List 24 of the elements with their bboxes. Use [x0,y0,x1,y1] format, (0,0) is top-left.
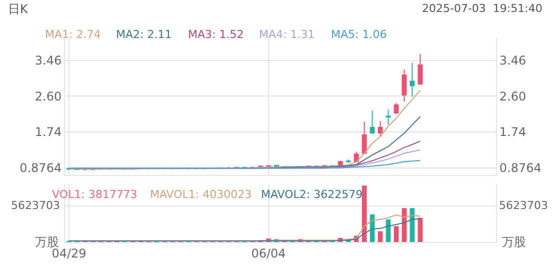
y2-tick-label: 2.60 [499,89,526,104]
y-tick-label: 3.46 [34,54,62,68]
text: MAVOL2: 3622579 [261,188,363,201]
x-tick-label: 04/29 [52,246,86,260]
y-tick-label: 0.8764 [20,161,62,176]
text: MA4: 1.31 [259,28,315,41]
y2-tick-label: 0.8764 [499,161,542,176]
y-axis-title: 万股 [35,235,59,249]
text: 5623703 [11,199,60,212]
text: MA3: 1.52 [188,28,244,41]
y2-tick-label: 3.46 [499,54,526,68]
y-tick-label: 2.60 [34,89,62,104]
text: MA1: 2.74 [45,28,101,41]
y2-tick-label: 1.74 [499,125,526,140]
text: VOL1: 3817773 [52,188,138,201]
y2-axis-title: 万股 [502,235,526,249]
text: MAVOL1: 4030023 [150,188,252,201]
chart-title: 日K [8,2,29,16]
text: MA2: 2.11 [116,28,172,41]
x-tick-label: 06/04 [251,246,286,260]
text: MA5: 1.06 [331,28,387,41]
y-tick-label: 1.74 [34,125,62,140]
chart-subtitle: 2025-07-03 19:51:40 [422,2,542,15]
text: 5623703 [499,199,548,212]
